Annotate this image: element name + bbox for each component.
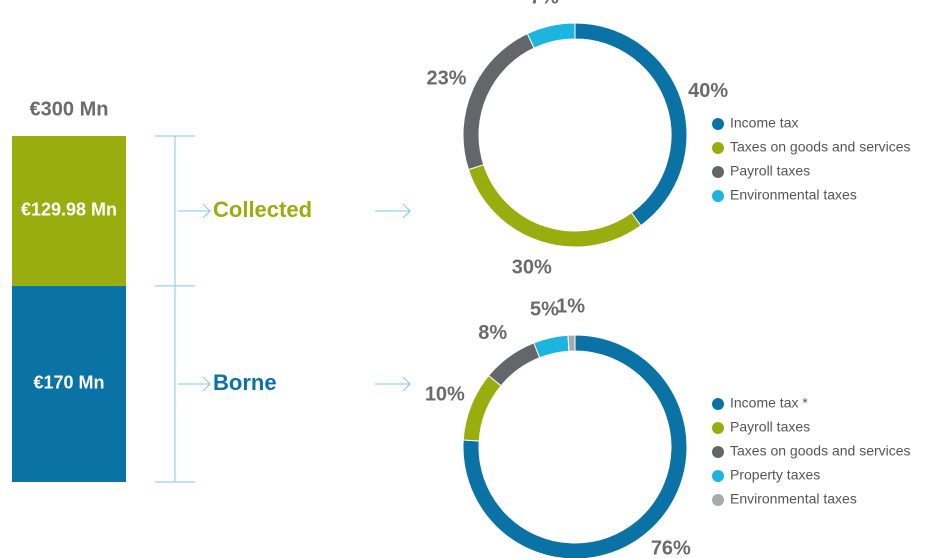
legend-label: Income tax * [730,395,808,411]
bar-total-title: €300 Mn [30,98,109,120]
percent-label: 23% [426,68,466,90]
percent-label: 40% [688,80,728,102]
donut-segment [462,334,688,558]
legend-label: Payroll taxes [730,419,810,435]
donut-segment [462,32,535,171]
percent-label: 30% [512,256,552,278]
percent-label: 7% [530,0,559,9]
percent-label: 76% [651,537,691,558]
legend-swatch [712,166,724,178]
donut-segment [574,22,688,227]
legend-swatch [712,118,724,130]
legend-label: Property taxes [730,467,820,483]
bar-segment [12,136,126,286]
arrow-head [402,203,411,219]
legend-swatch [712,398,724,410]
arrow-head [202,376,211,392]
percent-label: 1% [556,295,585,317]
legend-swatch [712,142,724,154]
percent-label: 10% [425,384,465,406]
donut-segment [487,342,541,387]
legend-swatch [712,446,724,458]
legend-label: Payroll taxes [730,163,810,179]
arrow-head [202,203,211,219]
legend-label: Taxes on goods and services [730,443,911,459]
legend-label: Income tax [730,115,798,131]
legend-label: Environmental taxes [730,187,857,203]
percent-label: 8% [478,322,507,344]
percent-label: 5% [530,299,559,321]
bar-segment [12,285,126,482]
donut-segment [526,22,576,49]
legend-label: Taxes on goods and services [730,139,911,155]
arrow-head [402,376,411,392]
donut-segment [533,334,570,359]
series-name: Borne [213,370,277,395]
bar-value-label: €129.98 Mn [21,200,117,220]
legend-label: Environmental taxes [730,491,857,507]
bar-value-label: €170 Mn [33,373,104,393]
legend-swatch [712,470,724,482]
donut-segment [467,164,642,248]
legend-swatch [712,494,724,506]
legend-swatch [712,422,724,434]
donut-segment [567,334,576,352]
legend-swatch [712,190,724,202]
series-name: Collected [213,197,312,222]
donut-segment [462,374,502,442]
